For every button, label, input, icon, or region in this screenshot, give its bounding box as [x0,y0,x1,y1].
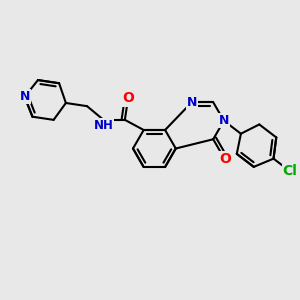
Text: O: O [122,92,134,105]
Text: N: N [20,90,30,103]
Text: N: N [187,96,197,109]
Text: Cl: Cl [283,164,298,178]
Text: N: N [219,114,229,127]
Text: NH: NH [94,119,113,132]
Text: O: O [219,152,231,166]
